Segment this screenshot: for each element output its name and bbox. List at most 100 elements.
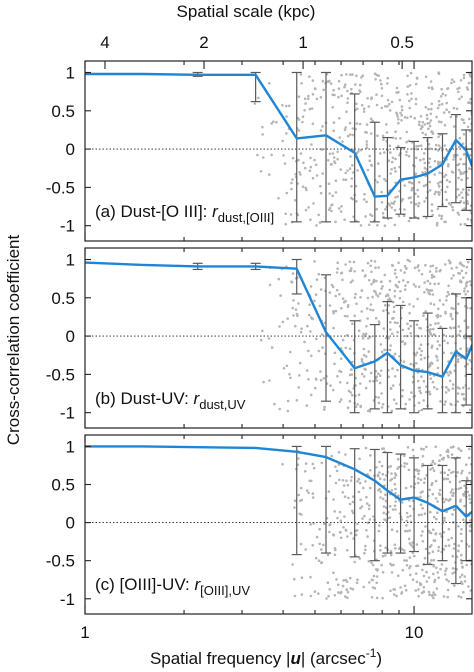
scatter-point [417, 264, 420, 267]
scatter-point [370, 214, 374, 218]
scatter-point [348, 269, 352, 273]
scatter-point [416, 469, 419, 473]
scatter-point [351, 511, 355, 515]
scatter-point [441, 92, 445, 96]
scatter-point [396, 195, 400, 198]
scatter-point [305, 369, 309, 372]
scatter-point [380, 464, 384, 468]
scatter-point [382, 309, 385, 313]
scatter-point [373, 260, 377, 263]
scatter-point [416, 564, 420, 567]
scatter-point [285, 364, 289, 368]
scatter-point [359, 498, 362, 502]
scatter-point [447, 110, 451, 114]
scatter-point [360, 289, 364, 292]
scatter-point [422, 380, 426, 383]
scatter-point [465, 463, 468, 467]
scatter-point [403, 559, 406, 562]
y-tick-label: -1 [60, 217, 75, 236]
scatter-point [370, 596, 374, 599]
scatter-point [461, 172, 465, 175]
scatter-point [357, 329, 361, 333]
scatter-point [350, 177, 354, 180]
scatter-point [302, 161, 305, 165]
scatter-point [405, 266, 408, 270]
scatter-point [315, 535, 319, 539]
scatter-point [451, 572, 454, 575]
scatter-point [315, 224, 318, 227]
scatter-point [380, 350, 384, 354]
scatter-point [431, 594, 434, 598]
scatter-point [397, 118, 400, 121]
scatter-point [404, 486, 408, 490]
scatter-point [424, 310, 428, 313]
scatter-point [408, 303, 411, 306]
scatter-point [360, 372, 364, 376]
scatter-point [309, 156, 312, 160]
scatter-point [307, 349, 310, 353]
top-tick-label: 1 [298, 33, 307, 52]
scatter-point [317, 213, 321, 217]
bottom-axis-ticks: 1 10 [80, 623, 423, 642]
scatter-point [399, 111, 402, 115]
scatter-point [419, 353, 423, 357]
scatter-point [438, 343, 441, 347]
scatter-point [381, 497, 385, 501]
scatter-point [354, 292, 357, 296]
scatter-point [380, 82, 383, 86]
scatter-point [457, 325, 461, 328]
y-tick-label: 1 [66, 437, 75, 456]
scatter-point [375, 207, 379, 211]
scatter-point [389, 553, 393, 557]
scatter-point [414, 156, 418, 160]
scatter-point [384, 546, 388, 549]
scatter-point [379, 544, 382, 547]
scatter-point [367, 223, 371, 227]
scatter-point [425, 113, 429, 117]
scatter-point [440, 87, 443, 91]
scatter-point [390, 409, 394, 413]
scatter-point [457, 213, 461, 216]
scatter-point [290, 181, 293, 185]
scatter-point [313, 299, 316, 303]
scatter-point [468, 497, 472, 501]
scatter-point [326, 159, 330, 162]
scatter-point [344, 453, 347, 456]
scatter-point [348, 121, 352, 125]
scatter-point [338, 510, 342, 514]
scatter-point [370, 270, 373, 274]
scatter-point [468, 408, 472, 412]
scatter-point [431, 460, 435, 464]
scatter-point [434, 479, 438, 483]
scatter-point [449, 327, 453, 330]
scatter-point [409, 181, 412, 184]
scatter-point [462, 153, 466, 156]
scatter-point [438, 171, 441, 174]
scatter-point [339, 398, 343, 401]
scatter-point [307, 94, 310, 98]
scatter-point [390, 332, 394, 336]
scatter-point [298, 499, 302, 503]
scatter-point [419, 358, 423, 361]
scatter-point [445, 371, 449, 374]
scatter-point [443, 471, 447, 475]
scatter-point [388, 144, 392, 147]
scatter-point [467, 456, 471, 460]
scatter-point [423, 152, 426, 155]
scatter-point [404, 402, 408, 406]
scatter-point [362, 486, 365, 490]
scatter-point [350, 373, 354, 376]
scatter-point [446, 149, 449, 152]
scatter-point [457, 487, 461, 491]
scatter-point [414, 172, 418, 175]
scatter-point [440, 120, 443, 124]
scatter-point [460, 553, 463, 557]
scatter-point [334, 179, 338, 182]
scatter-point [451, 567, 455, 570]
scatter-point [395, 86, 399, 90]
scatter-point [461, 469, 464, 473]
scatter-point [333, 351, 337, 355]
scatter-point [346, 381, 349, 385]
scatter-point [300, 593, 304, 596]
scatter-point [288, 372, 291, 376]
